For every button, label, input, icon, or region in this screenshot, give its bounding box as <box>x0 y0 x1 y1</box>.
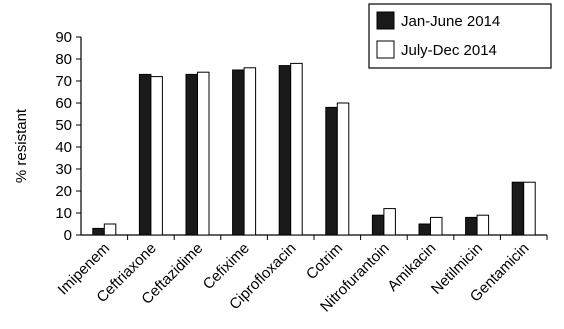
y-tick-label: 20 <box>55 183 72 200</box>
x-tick-label: Cotrim <box>303 240 346 283</box>
bar-jan-june-2014 <box>278 65 292 236</box>
bar-july-dec-2014 <box>197 71 210 236</box>
legend-box <box>368 3 552 69</box>
y-tick-label: 80 <box>55 51 72 68</box>
bar-july-dec-2014 <box>290 62 303 236</box>
bar-jan-june-2014 <box>232 69 245 236</box>
bar-jan-june-2014 <box>371 214 385 236</box>
y-tick-label: 0 <box>64 227 72 244</box>
bar-july-dec-2014 <box>383 208 396 236</box>
y-axis-title: % resistant <box>13 108 30 183</box>
bar-july-dec-2014 <box>336 102 350 236</box>
y-tick-label: 90 <box>55 29 72 46</box>
bar-jan-june-2014 <box>418 223 431 236</box>
y-tick-label: 40 <box>55 139 72 156</box>
y-tick-label: 70 <box>55 73 72 90</box>
bar-jan-june-2014 <box>325 106 338 236</box>
bar-july-dec-2014 <box>430 216 443 236</box>
bar-july-dec-2014 <box>243 67 257 236</box>
y-axis: 0 10 20 30 40 50 60 70 80 90 <box>55 29 82 244</box>
y-tick-label: 50 <box>55 117 72 134</box>
bar-july-dec-2014 <box>476 214 490 236</box>
y-tick-label: 30 <box>55 161 72 178</box>
legend-swatch <box>376 40 395 59</box>
legend-label: Jan-June 2014 <box>401 13 500 30</box>
legend-label: July-Dec 2014 <box>401 42 497 59</box>
bar-jan-june-2014 <box>138 73 152 236</box>
legend: Jan-June 2014 July-Dec 2014 <box>368 3 552 69</box>
bar-jan-june-2014 <box>92 227 105 236</box>
y-tick-label: 60 <box>55 95 72 112</box>
bar-july-dec-2014 <box>150 76 163 236</box>
bars <box>92 62 536 236</box>
bar-july-dec-2014 <box>103 223 117 236</box>
x-axis: ImipenemCeftriaxoneCeftazidimeCefiximeCi… <box>55 234 548 316</box>
y-tick-label: 10 <box>55 205 72 222</box>
bar-jan-june-2014 <box>465 216 478 236</box>
bar-jan-june-2014 <box>185 73 198 236</box>
bar-jan-june-2014 <box>511 181 525 236</box>
legend-swatch <box>376 11 395 30</box>
bar-july-dec-2014 <box>523 181 536 236</box>
